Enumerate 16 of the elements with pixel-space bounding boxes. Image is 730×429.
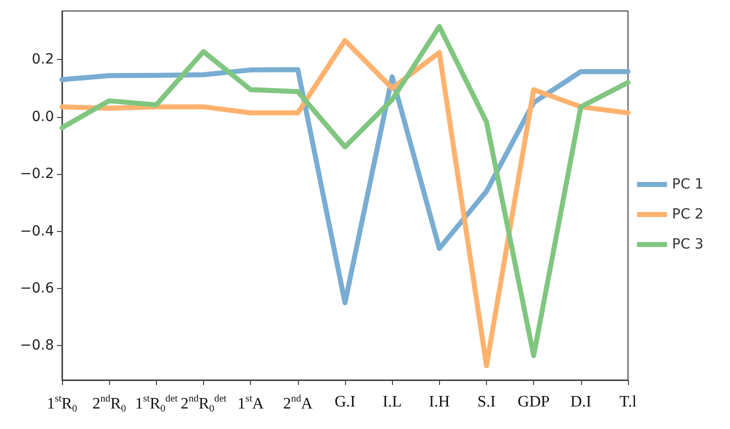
y-tick-label: −0.8 bbox=[20, 338, 54, 354]
x-tick-label: T.l bbox=[619, 394, 638, 410]
legend-label: PC 1 bbox=[672, 176, 704, 192]
x-tick-label: D.I bbox=[570, 394, 592, 410]
x-tick-label: G.I bbox=[334, 394, 356, 410]
legend-label: PC 3 bbox=[672, 236, 704, 252]
y-tick-label: −0.2 bbox=[20, 166, 54, 182]
x-tick-label: I.H bbox=[428, 394, 450, 410]
x-tick-label: GDP bbox=[518, 394, 550, 410]
y-tick-label: 0.0 bbox=[32, 108, 54, 125]
y-tick-label: 0.2 bbox=[32, 52, 54, 68]
y-tick-label: −0.6 bbox=[20, 280, 54, 296]
legend-label: PC 2 bbox=[672, 206, 704, 222]
x-tick-label: I.L bbox=[382, 394, 402, 410]
x-tick-label: S.I bbox=[477, 394, 496, 410]
y-tick-label: −0.4 bbox=[20, 223, 54, 240]
